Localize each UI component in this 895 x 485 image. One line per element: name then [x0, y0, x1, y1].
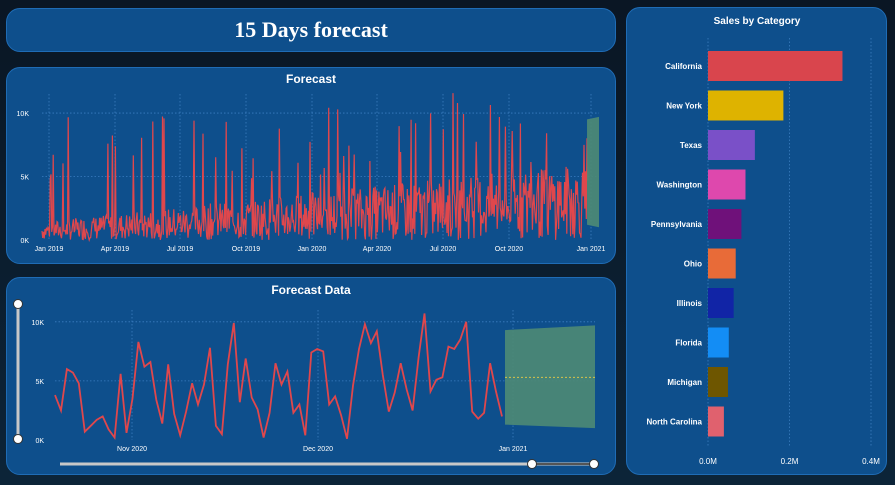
forecast-x-tick: Oct 2019 — [232, 246, 261, 253]
category-label: Texas — [680, 141, 703, 150]
forecast-y-tick: 5K — [20, 175, 29, 182]
category-bar[interactable] — [708, 130, 755, 160]
forecast-actual-line — [41, 93, 589, 243]
forecast-x-tick: Jan 2020 — [298, 246, 327, 253]
forecast-x-tick: Jan 2021 — [577, 246, 606, 253]
forecast-x-tick: Jul 2020 — [430, 246, 457, 253]
category-bar[interactable] — [708, 288, 734, 318]
category-bar[interactable] — [708, 90, 784, 121]
category-bar[interactable] — [708, 169, 746, 200]
category-label: Ohio — [684, 260, 702, 269]
horizontal-slider-left-handle[interactable] — [527, 459, 537, 469]
fdata-x-tick: Dec 2020 — [303, 446, 333, 453]
category-x-tick: 0.2M — [781, 457, 799, 466]
title-card: 15 Days forecast — [6, 8, 616, 52]
dashboard-title: 15 Days forecast — [234, 17, 388, 42]
category-label: New York — [666, 102, 702, 111]
forecast-x-tick: Jan 2019 — [35, 246, 64, 253]
forecast-title: Forecast — [285, 72, 337, 86]
forecast-x-tick: Apr 2019 — [101, 246, 130, 253]
category-bar[interactable] — [708, 51, 843, 81]
horizontal-slider-right-handle[interactable] — [589, 459, 599, 469]
category-bar[interactable] — [708, 327, 729, 358]
category-label: Illinois — [677, 299, 703, 308]
category-label: North Carolina — [646, 418, 702, 427]
forecast-x-tick: Oct 2020 — [495, 246, 524, 253]
category-label: Washington — [657, 181, 703, 190]
category-bar[interactable] — [708, 209, 742, 239]
category-bar[interactable] — [708, 248, 736, 279]
forecast-confidence-band — [587, 116, 599, 228]
forecast-data-card: Forecast Data 10K 5K 0K Nov 2020 Dec 2020 Jan… — [6, 277, 616, 475]
fdata-actual-line — [54, 313, 503, 441]
vertical-slider-bottom-handle[interactable] — [13, 434, 23, 444]
sales-by-category-title: Sales by Category — [714, 16, 801, 27]
category-label: Florida — [675, 339, 702, 348]
fdata-y-tick: 5K — [35, 379, 44, 386]
forecast-y-tick: 0K — [20, 238, 29, 245]
forecast-chart[interactable]: 10K 5K 0K Jan 2019 Apr 2019 Jul 2019 Oct 2019 J… — [7, 68, 617, 265]
sales-by-category-card: Sales by Category 0.0M 0.2M 0.4M California N… — [626, 7, 887, 475]
forecast-data-title: Forecast Data — [271, 283, 351, 297]
fdata-x-tick: Jan 2021 — [499, 446, 528, 453]
forecast-y-tick: 10K — [17, 111, 30, 118]
vertical-slider-top-handle[interactable] — [13, 299, 23, 309]
category-label: Pennsylvania — [651, 220, 703, 229]
category-x-tick: 0.0M — [699, 457, 717, 466]
sales-by-category-chart[interactable]: Sales by Category 0.0M 0.2M 0.4M California N… — [627, 8, 888, 476]
category-label: California — [665, 62, 702, 71]
forecast-x-tick: Apr 2020 — [363, 246, 392, 253]
forecast-data-chart[interactable]: 10K 5K 0K Nov 2020 Dec 2020 Jan 2021 — [7, 278, 617, 476]
forecast-card: Forecast 10K 5K 0K Jan 2019 Apr 2019 Jul 2019… — [6, 67, 616, 264]
fdata-y-tick: 10K — [32, 320, 45, 327]
forecast-x-tick: Jul 2019 — [167, 246, 194, 253]
category-bar[interactable] — [708, 406, 724, 437]
fdata-y-tick: 0K — [35, 438, 44, 445]
category-x-tick: 0.4M — [862, 457, 880, 466]
category-bar[interactable] — [708, 367, 728, 397]
category-label: Michigan — [667, 378, 702, 387]
fdata-x-tick: Nov 2020 — [117, 446, 147, 453]
fdata-confidence-band — [505, 325, 595, 429]
